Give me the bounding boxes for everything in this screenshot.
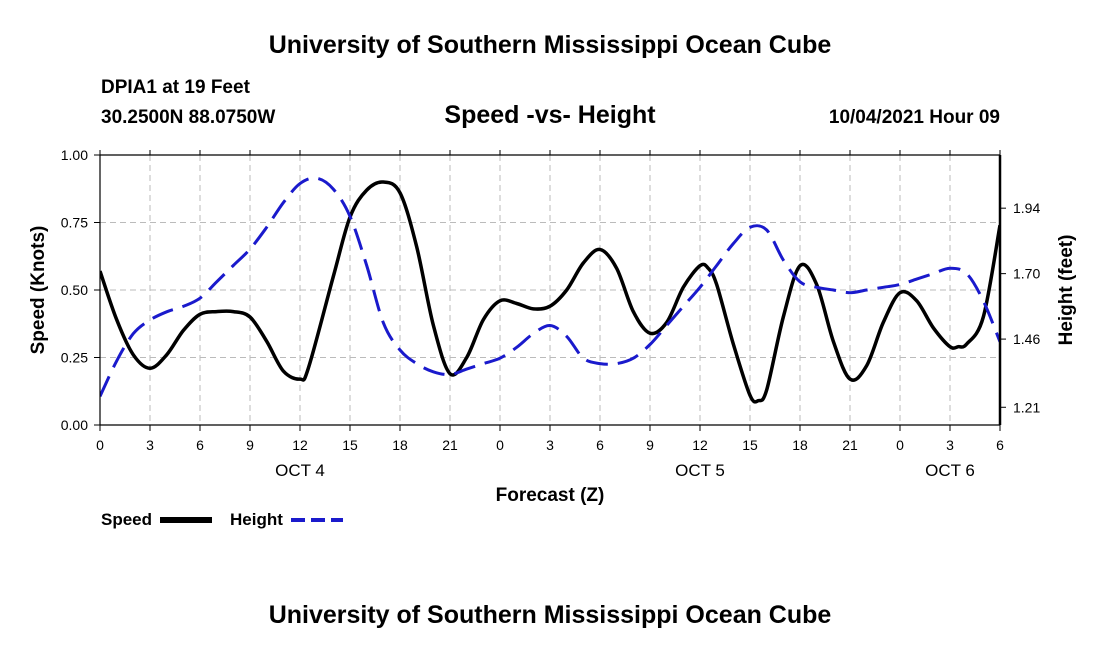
y-tick-label: 0.00	[61, 417, 88, 433]
x-tick-label: 15	[342, 437, 358, 453]
y2-tick-label: 1.94	[1013, 200, 1040, 216]
chart-title-bottom: University of Southern Mississippi Ocean…	[268, 601, 832, 629]
legend-speed-label: Speed	[101, 510, 153, 529]
y2-tick-label: 1.46	[1013, 331, 1040, 347]
x-tick-label: 12	[692, 437, 708, 453]
x-tick-label: 0	[496, 437, 504, 453]
y2-tick-label: 1.70	[1013, 266, 1040, 282]
grid	[100, 155, 1000, 425]
chart-subtitle: Speed -vs- Height	[444, 101, 656, 129]
x-tick-label: 6	[996, 437, 1004, 453]
station-label: DPIA1 at 19 Feet	[101, 77, 250, 98]
legend-height-label: Height	[230, 510, 283, 529]
x-tick-label: 3	[546, 437, 554, 453]
x-tick-label: 21	[842, 437, 858, 453]
x-tick-label: 0	[96, 437, 104, 453]
series-lines	[100, 176, 1000, 404]
x-tick-label: 18	[392, 437, 408, 453]
height-series-line	[100, 176, 1000, 398]
date-label: OCT 5	[675, 461, 725, 480]
x-tick-label: 3	[146, 437, 154, 453]
x-tick-label: 3	[946, 437, 954, 453]
legend-speed-swatch	[160, 517, 212, 523]
y-tick-label: 0.75	[61, 215, 88, 231]
x-axis-title: Forecast (Z)	[496, 485, 605, 506]
chart-title-top: University of Southern Mississippi Ocean…	[268, 31, 832, 59]
x-tick-label: 15	[742, 437, 758, 453]
x-tick-label: 9	[646, 437, 654, 453]
legend-height-swatch	[291, 518, 343, 522]
y-tick-label: 0.50	[61, 282, 88, 298]
x-tick-label: 6	[596, 437, 604, 453]
y-tick-label: 0.25	[61, 350, 88, 366]
forecast-datetime: 10/04/2021 Hour 09	[828, 107, 1000, 128]
x-tick-label: 21	[442, 437, 458, 453]
x-tick-label: 6	[196, 437, 204, 453]
speed-height-chart: 0 3 6 9 12 15 18 21 0 3 6 9 12 15 18 21 0 3 6 0.00 0.25 0.50 0…	[28, 147, 1077, 506]
x-tick-label: 0	[896, 437, 904, 453]
station-coords: 30.2500N 88.0750W	[101, 107, 276, 128]
y-axis-title: Speed (Knots)	[28, 226, 49, 355]
x-tick-label: 18	[792, 437, 808, 453]
x-tick-label: 12	[292, 437, 308, 453]
axes	[94, 150, 1006, 431]
speed-series-line	[100, 180, 1000, 404]
date-label: OCT 6	[925, 461, 975, 480]
y2-tick-label: 1.21	[1013, 399, 1040, 415]
y2-axis-title: Height (feet)	[1056, 235, 1077, 346]
axis-labels: 0 3 6 9 12 15 18 21 0 3 6 9 12 15 18 21 0 3 6 0.00 0.25 0.50 0…	[28, 147, 1077, 506]
date-label: OCT 4	[275, 461, 325, 480]
y-tick-label: 1.00	[61, 147, 88, 163]
x-tick-label: 9	[246, 437, 254, 453]
